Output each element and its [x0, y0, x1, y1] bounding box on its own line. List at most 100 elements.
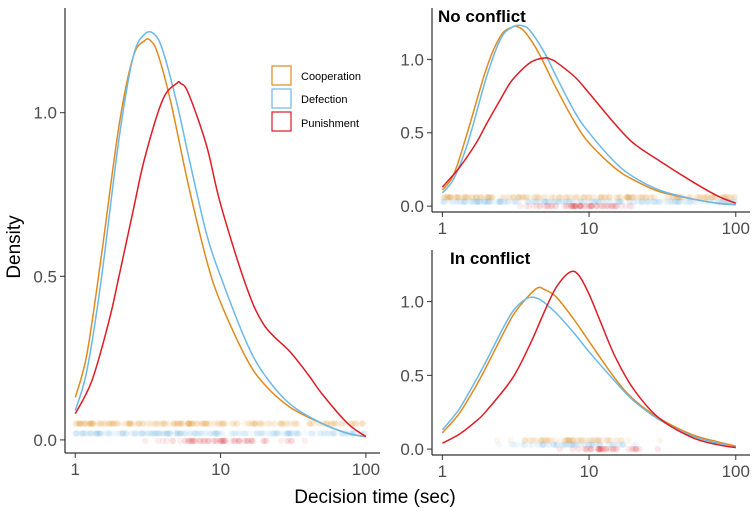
rug-point-punishment [587, 202, 595, 210]
rug-point-cooperation [87, 420, 95, 427]
rug-point-cooperation [473, 194, 481, 201]
rug-point-cooperation [557, 437, 564, 444]
rug-point-defection [450, 198, 457, 205]
rug-point-defection [542, 198, 549, 205]
rug-point-cooperation [123, 420, 131, 427]
rug-point-defection [608, 441, 615, 448]
rug-point-defection [197, 430, 204, 437]
rug-point-defection [632, 441, 639, 448]
rug-point-cooperation [606, 437, 613, 444]
rug-point-cooperation [726, 194, 733, 201]
rug-point-defection [93, 430, 101, 437]
rug-point-defection [216, 430, 223, 437]
x-tick-label: 1 [438, 219, 447, 238]
rug-point-cooperation [614, 437, 621, 444]
rug-point-cooperation [573, 194, 581, 201]
rug-point-defection [661, 198, 668, 205]
rug-point-punishment [221, 437, 228, 445]
rug-point-punishment [235, 437, 242, 445]
rug-point-defection [550, 441, 557, 448]
rug-point-cooperation [639, 194, 646, 201]
rug-point-cooperation [353, 420, 360, 427]
legend: Cooperation Defection Punishment [271, 65, 361, 132]
rug-point-defection [615, 198, 622, 205]
rug-point-defection [586, 198, 593, 205]
rug-point-cooperation [136, 420, 143, 427]
rug-point-cooperation [309, 420, 316, 427]
rug-point-cooperation [174, 420, 181, 427]
rug-point-punishment [216, 437, 223, 445]
rug-point-defection [119, 430, 126, 437]
rug-point-punishment [609, 202, 616, 210]
rug-point-punishment [197, 437, 205, 445]
rug-point-punishment [571, 202, 578, 210]
rug-point-cooperation [623, 194, 630, 201]
rug-point-defection [477, 198, 484, 205]
rug-point-cooperation [642, 194, 649, 201]
rug-point-defection [78, 430, 85, 437]
rug-point-defection [620, 441, 627, 448]
rug-point-defection [592, 198, 599, 205]
rug-point-cooperation [96, 420, 103, 427]
rug-point-cooperation [164, 420, 171, 427]
rug-point-cooperation [524, 194, 531, 201]
rug-point-cooperation [473, 194, 480, 201]
rug-point-cooperation [595, 194, 602, 201]
rug-point-defection [283, 430, 291, 437]
rug-point-cooperation [88, 420, 96, 427]
rug-point-defection [545, 441, 553, 448]
rug-point-defection [219, 430, 226, 437]
rug-point-cooperation [134, 420, 142, 427]
rug-point-punishment [230, 437, 238, 445]
rug-point-punishment [588, 202, 595, 210]
panel-no-conflict: 1 10 100 0.0 0.5 1.0 No conflict [400, 7, 750, 238]
rug-point-defection [474, 198, 482, 205]
rug-point-cooperation [80, 420, 88, 427]
rug-point-cooperation [349, 420, 356, 427]
rug-point-cooperation [185, 420, 192, 427]
rug-point-cooperation [510, 194, 517, 201]
rug-point-defection [321, 430, 328, 437]
rug-point-punishment [587, 202, 594, 210]
rug-point-cooperation [727, 194, 734, 201]
rug-point-cooperation [702, 194, 710, 201]
rug-point-defection [732, 198, 739, 205]
rug-point-defection [616, 441, 623, 448]
rug-point-defection [441, 198, 449, 205]
rug-point-punishment [610, 445, 617, 453]
rug-point-cooperation [598, 194, 605, 201]
rug-point-defection [482, 198, 489, 205]
rug-point-cooperation [625, 194, 633, 201]
rug-point-cooperation [468, 194, 476, 201]
rug-point-defection [331, 430, 338, 437]
rug-point-cooperation [89, 420, 96, 427]
rug-point-punishment [577, 202, 584, 210]
rug-point-cooperation [128, 420, 135, 427]
rug-point-punishment [211, 437, 218, 445]
rug-point-defection [589, 441, 597, 448]
rug-point-cooperation [174, 420, 182, 427]
rug-point-defection [208, 430, 215, 437]
rug-point-punishment [588, 202, 596, 210]
rug-point-defection [539, 441, 546, 448]
rug-point-cooperation [359, 420, 366, 427]
rug-point-defection [294, 430, 301, 437]
rug-point-cooperation [593, 437, 601, 444]
rug-point-cooperation [75, 420, 82, 427]
rug-point-cooperation [484, 194, 491, 201]
rug-point-punishment [192, 437, 199, 445]
rug-point-cooperation [479, 194, 487, 201]
rug-point-defection [144, 430, 152, 437]
rug-point-defection [144, 430, 151, 437]
rug-point-defection [195, 430, 202, 437]
rug-point-cooperation [646, 194, 654, 201]
rug-point-cooperation [136, 420, 143, 427]
rug-point-cooperation [219, 420, 227, 427]
rug-point-cooperation [485, 194, 493, 201]
rug-point-cooperation [179, 420, 186, 427]
rug-point-defection [176, 430, 184, 437]
panel-overall: 1 10 100 0.0 0.5 1.0 Cooperation Defection Pu… [33, 8, 380, 479]
y-tick-label: 0.0 [400, 440, 424, 459]
rug-point-cooperation [334, 420, 341, 427]
rug-point-defection [129, 430, 136, 437]
